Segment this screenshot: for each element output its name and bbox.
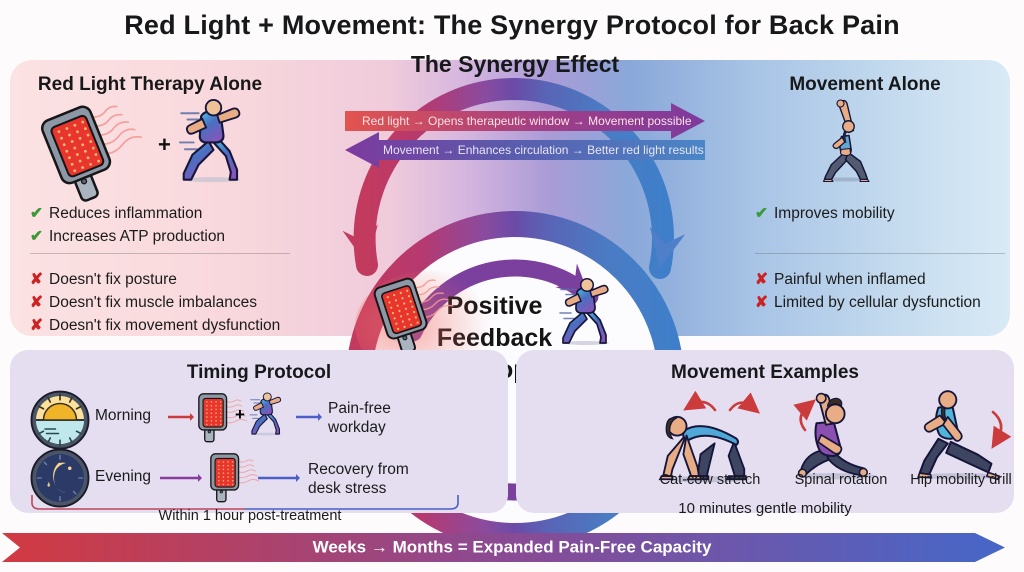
svg-text:Weeks → Months = Expanded Pain: Weeks → Months = Expanded Pain-Free Capa… bbox=[313, 538, 712, 557]
